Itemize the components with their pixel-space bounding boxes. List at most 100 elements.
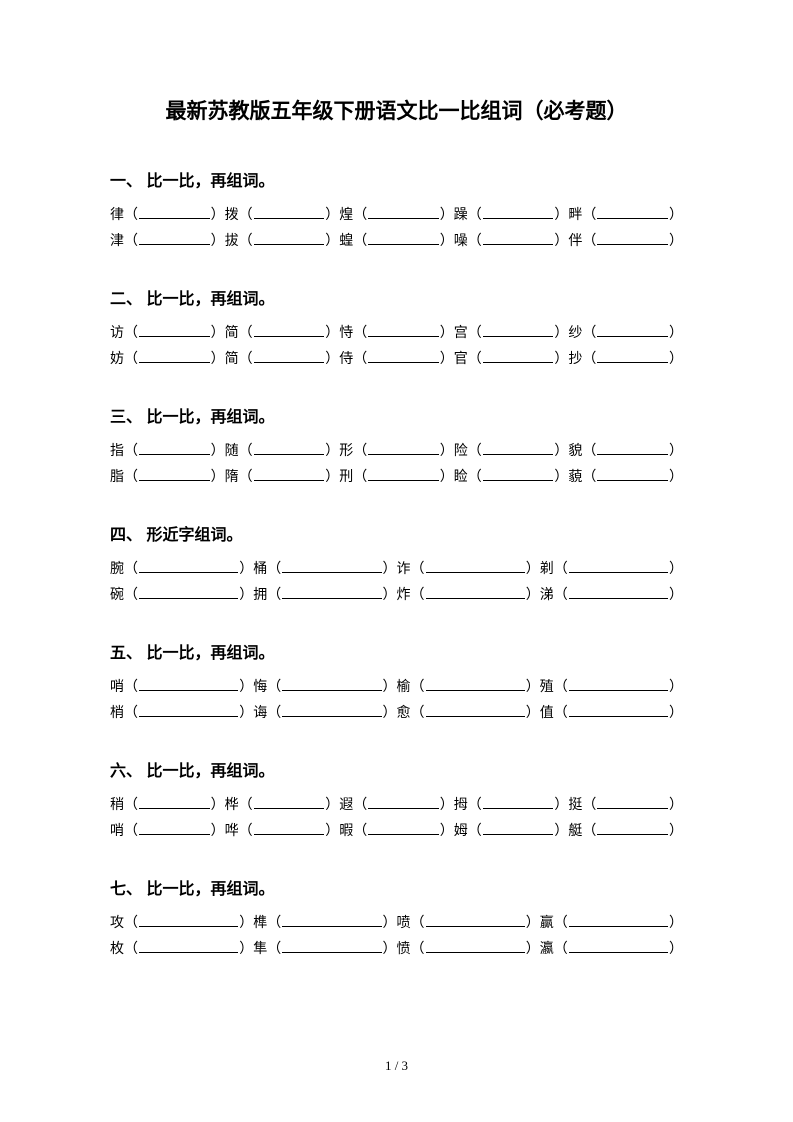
exercise-cell: 瀛（） (540, 937, 683, 963)
paren-right: ） (554, 439, 568, 465)
exercise-cell: 津（） (110, 229, 225, 255)
blank-line (368, 323, 439, 337)
character: 噪 (454, 229, 468, 255)
paren-right: ） (325, 347, 339, 373)
paren-right: ） (325, 439, 339, 465)
paren-right: ） (440, 347, 454, 373)
exercise-cell: 炸（） (397, 583, 540, 609)
paren-left: （ (353, 439, 367, 465)
paren-left: （ (353, 229, 367, 255)
exercise-cell: 拥（） (253, 583, 396, 609)
section-heading: 二、 比一比，再组词。 (110, 285, 683, 309)
paren-right: ） (669, 465, 683, 491)
exercise-cell: 简（） (225, 347, 340, 373)
paren-right: ） (526, 675, 540, 701)
blank-line (483, 205, 554, 219)
page-footer: 1 / 3 (0, 1058, 793, 1074)
paren-left: （ (582, 321, 596, 347)
paren-right: ） (669, 557, 683, 583)
exercise-cell: 拨（） (225, 203, 340, 229)
blank-line (139, 559, 238, 573)
blank-line (597, 349, 668, 363)
exercise-cell: 榆（） (397, 675, 540, 701)
paren-left: （ (411, 911, 425, 937)
paren-right: ） (325, 819, 339, 845)
blank-line (254, 231, 325, 245)
paren-left: （ (267, 557, 281, 583)
blank-line (139, 913, 238, 927)
character: 哨 (110, 819, 124, 845)
paren-left: （ (582, 203, 596, 229)
paren-right: ） (325, 793, 339, 819)
blank-line (426, 703, 525, 717)
paren-left: （ (124, 203, 138, 229)
exercise-cell: 睑（） (454, 465, 569, 491)
paren-left: （ (353, 203, 367, 229)
paren-left: （ (124, 439, 138, 465)
section: 二、 比一比，再组词。访（）简（）恃（）宫（）纱（）妨（）简（）侍（）官（）抄（… (110, 285, 683, 373)
character: 赢 (540, 911, 554, 937)
paren-left: （ (411, 557, 425, 583)
paren-left: （ (124, 583, 138, 609)
character: 官 (454, 347, 468, 373)
character: 指 (110, 439, 124, 465)
paren-right: ） (526, 701, 540, 727)
paren-left: （ (353, 819, 367, 845)
paren-right: ） (440, 793, 454, 819)
character: 畔 (568, 203, 582, 229)
paren-right: ） (440, 321, 454, 347)
paren-left: （ (554, 675, 568, 701)
section-heading: 四、 形近字组词。 (110, 521, 683, 545)
character: 访 (110, 321, 124, 347)
paren-left: （ (468, 793, 482, 819)
blank-line (483, 821, 554, 835)
character: 喷 (397, 911, 411, 937)
paren-left: （ (239, 203, 253, 229)
paren-left: （ (468, 819, 482, 845)
section: 一、 比一比，再组词。律（）拨（）煌（）躁（）畔（）津（）拔（）蝗（）噪（）伴（… (110, 167, 683, 255)
exercise-cell: 遐（） (339, 793, 454, 819)
blank-line (282, 677, 381, 691)
paren-right: ） (669, 229, 683, 255)
paren-right: ） (554, 203, 568, 229)
paren-right: ） (669, 439, 683, 465)
paren-right: ） (211, 819, 225, 845)
section-heading: 一、 比一比，再组词。 (110, 167, 683, 191)
character: 稍 (110, 793, 124, 819)
exercise-cell: 躁（） (454, 203, 569, 229)
paren-left: （ (353, 321, 367, 347)
paren-right: ） (440, 819, 454, 845)
blank-line (597, 821, 668, 835)
blank-line (139, 323, 210, 337)
exercise-cell: 脂（） (110, 465, 225, 491)
paren-left: （ (124, 465, 138, 491)
exercise-cell: 诈（） (397, 557, 540, 583)
paren-right: ） (383, 675, 397, 701)
character: 榫 (253, 911, 267, 937)
paren-right: ） (440, 229, 454, 255)
character: 脂 (110, 465, 124, 491)
exercise-row: 稍（）桦（）遐（）拇（）挺（） (110, 793, 683, 819)
blank-line (282, 585, 381, 599)
paren-left: （ (554, 557, 568, 583)
exercise-cell: 悔（） (253, 675, 396, 701)
exercise-cell: 攻（） (110, 911, 253, 937)
paren-left: （ (239, 819, 253, 845)
exercise-row: 律（）拨（）煌（）躁（）畔（） (110, 203, 683, 229)
character: 诈 (397, 557, 411, 583)
character: 艇 (568, 819, 582, 845)
character: 伴 (568, 229, 582, 255)
paren-right: ） (526, 911, 540, 937)
paren-left: （ (239, 229, 253, 255)
blank-line (483, 441, 554, 455)
exercise-cell: 官（） (454, 347, 569, 373)
exercise-cell: 貌（） (568, 439, 683, 465)
blank-line (426, 677, 525, 691)
blank-line (139, 821, 210, 835)
paren-right: ） (669, 321, 683, 347)
exercise-cell: 简（） (225, 321, 340, 347)
blank-line (426, 913, 525, 927)
character: 蝗 (339, 229, 353, 255)
blank-line (254, 821, 325, 835)
exercise-cell: 隼（） (253, 937, 396, 963)
